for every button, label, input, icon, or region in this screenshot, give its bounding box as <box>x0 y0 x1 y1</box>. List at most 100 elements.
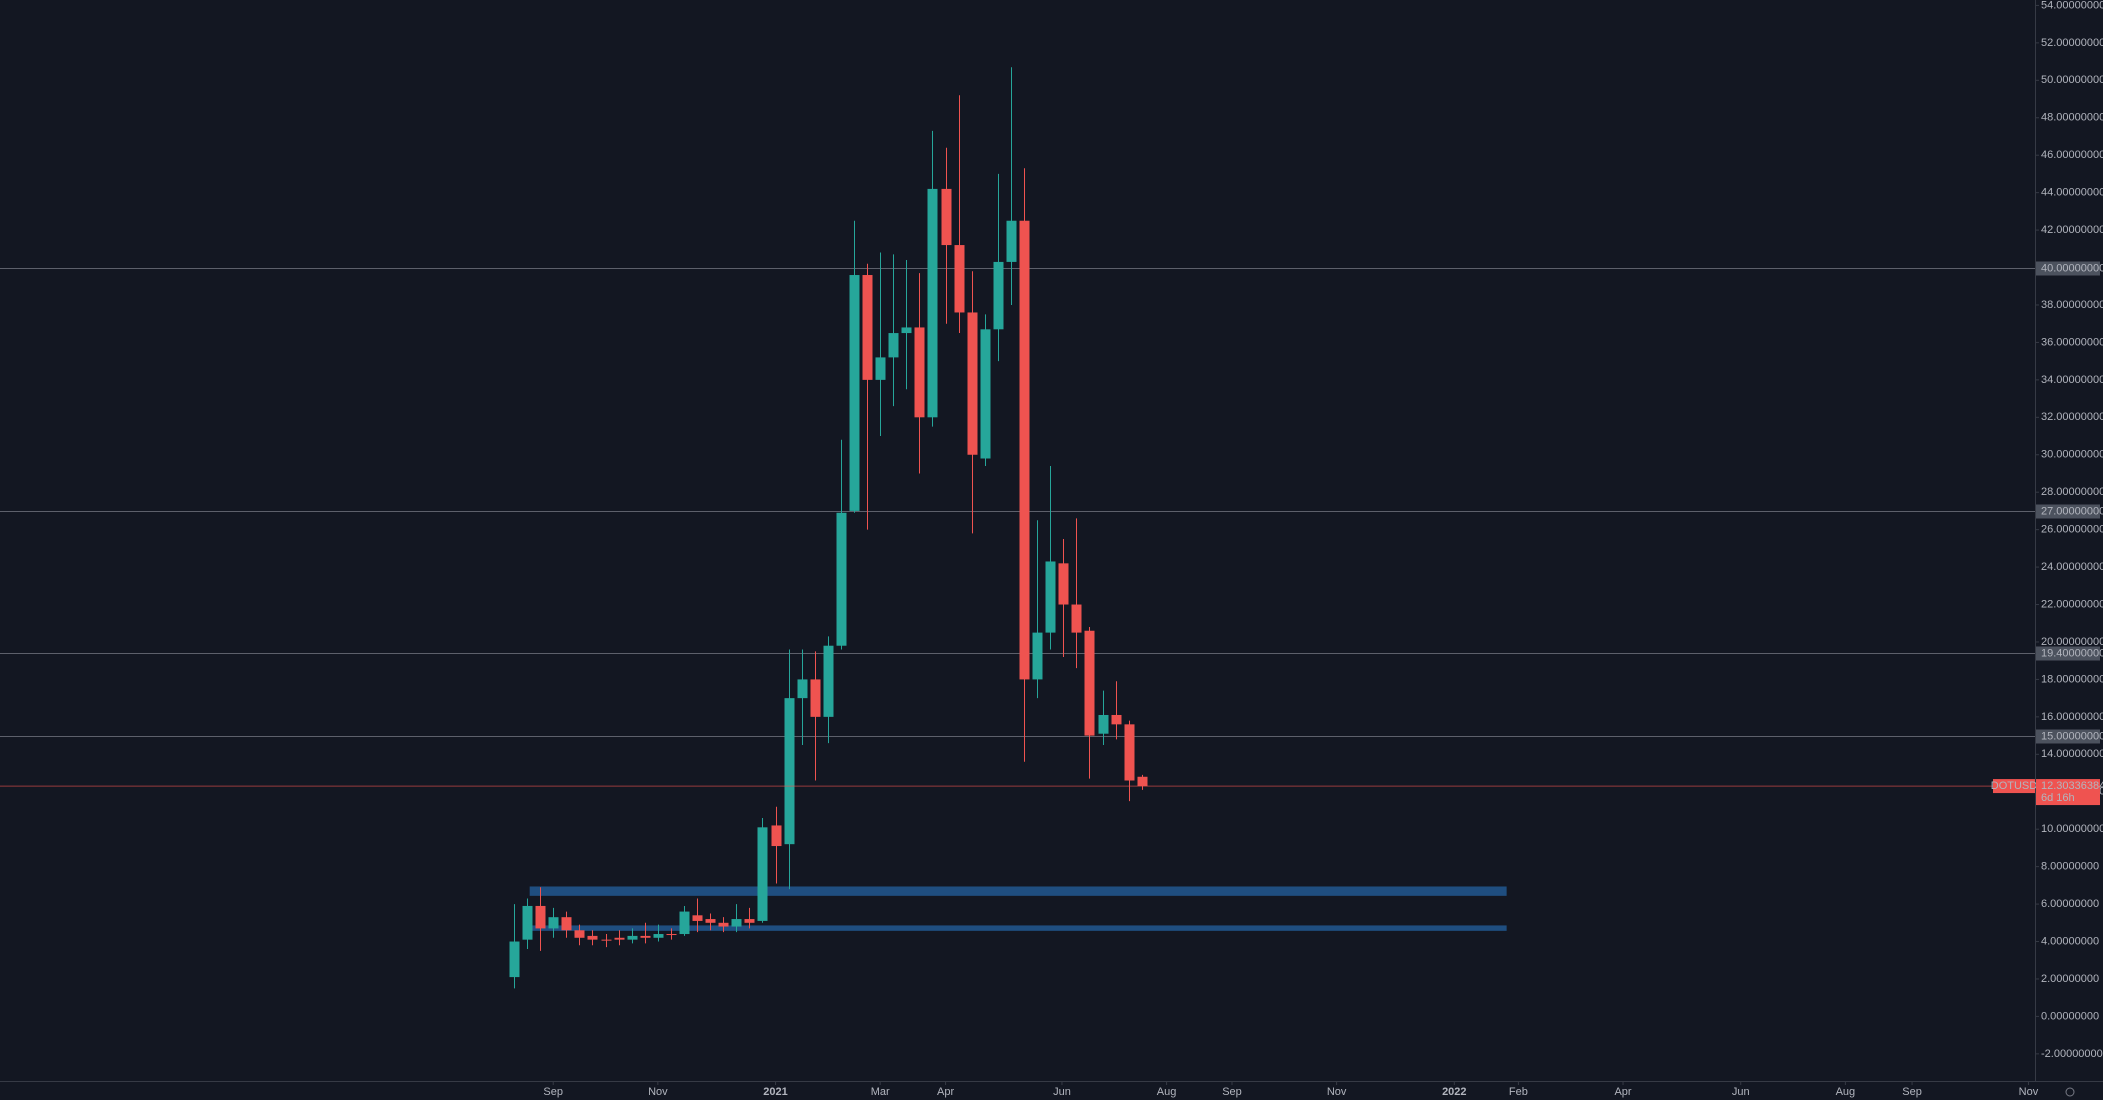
x-tick-label: Nov <box>2019 1086 2039 1098</box>
y-tick-label: 52.00000000 <box>2041 37 2103 49</box>
y-tick-label: 22.00000000 <box>2041 598 2103 610</box>
y-tick-label: 38.00000000 <box>2041 299 2103 311</box>
candle-body <box>535 905 546 929</box>
candle-body <box>771 825 782 847</box>
candle-body <box>561 917 572 931</box>
y-tick-label: 6.00000000 <box>2041 898 2099 910</box>
x-tick-label: Sep <box>1222 1086 1242 1098</box>
y-tick-label: 20.00000000 <box>2041 636 2103 648</box>
level-label-box <box>2036 261 2100 276</box>
candle-body <box>614 937 625 940</box>
candle-body <box>823 645 834 717</box>
candle-body <box>810 679 821 717</box>
countdown-label: 6d 16h <box>2041 792 2075 804</box>
candle-body <box>666 934 677 936</box>
y-tick-label: 54.00000000 <box>2041 0 2103 11</box>
y-tick-label: -2.00000000 <box>2041 1048 2103 1060</box>
candle-body <box>927 188 938 418</box>
candle-body <box>627 935 638 940</box>
candle-body <box>587 935 598 940</box>
candle-body <box>1111 714 1122 725</box>
zone <box>529 925 1507 931</box>
y-tick-label: 2.00000000 <box>2041 973 2099 985</box>
x-tick-label: Feb <box>1509 1086 1528 1098</box>
candle-body <box>1084 630 1095 736</box>
level-label: 19.40000000 <box>2041 647 2103 659</box>
x-tick-label: Apr <box>937 1086 954 1098</box>
candle-body <box>784 698 795 845</box>
candle-body <box>1098 714 1109 734</box>
y-tick-label: 10.00000000 <box>2041 823 2103 835</box>
candle-body <box>980 329 991 459</box>
level-label: 15.00000000 <box>2041 730 2103 742</box>
settings-icon[interactable] <box>2065 1087 2075 1097</box>
y-tick-label: 36.00000000 <box>2041 336 2103 348</box>
candle-body <box>1045 561 1056 633</box>
candle-body <box>901 327 912 334</box>
candle-body <box>1071 604 1082 633</box>
candle-body <box>1006 220 1017 262</box>
candle-body <box>705 919 716 923</box>
level-label-box <box>2036 504 2100 519</box>
candle-body <box>941 188 952 246</box>
candle-body <box>1137 776 1148 787</box>
y-tick-label: 18.00000000 <box>2041 673 2103 685</box>
x-tick-label: Sep <box>543 1086 563 1098</box>
symbol-box <box>1993 779 2035 794</box>
candle-body <box>718 922 729 927</box>
x-tick-label: Jun <box>1732 1086 1750 1098</box>
level-label: 27.00000000 <box>2041 505 2103 517</box>
candle-body <box>849 275 860 511</box>
candle-body <box>993 261 1004 330</box>
y-tick-label: 48.00000000 <box>2041 112 2103 124</box>
x-tick-label: Aug <box>1836 1086 1856 1098</box>
x-tick-label: Jun <box>1053 1086 1071 1098</box>
y-tick-label: 46.00000000 <box>2041 149 2103 161</box>
x-tick-label: Nov <box>1327 1086 1347 1098</box>
x-tick-label: 2021 <box>763 1086 787 1098</box>
x-tick-label: Aug <box>1157 1086 1177 1098</box>
candle-body <box>757 827 768 921</box>
candle-body <box>1058 563 1069 605</box>
zone <box>529 886 1507 896</box>
y-tick-label: 0.00000000 <box>2041 1010 2099 1022</box>
candle-body <box>954 245 965 313</box>
candle-body <box>692 915 703 921</box>
candle-body <box>744 919 755 923</box>
candle-body <box>862 275 873 380</box>
candle-body <box>574 930 585 938</box>
candle-body <box>914 327 925 418</box>
symbol-label: DOTUSD <box>1991 780 2038 792</box>
candle-body <box>653 934 664 938</box>
candle-body <box>1019 220 1030 680</box>
y-tick-label: 42.00000000 <box>2041 224 2103 236</box>
level-label-box <box>2036 646 2100 661</box>
x-tick-label: Mar <box>871 1086 890 1098</box>
y-tick-label: 24.00000000 <box>2041 561 2103 573</box>
candle-body <box>1032 632 1043 680</box>
y-tick-label: 28.00000000 <box>2041 486 2103 498</box>
x-tick-label: Sep <box>1902 1086 1922 1098</box>
y-tick-label: 50.00000000 <box>2041 74 2103 86</box>
x-tick-label: Nov <box>648 1086 668 1098</box>
candle-body <box>888 333 899 358</box>
y-tick-label: 8.00000000 <box>2041 861 2099 873</box>
y-tick-label: 14.00000000 <box>2041 748 2103 760</box>
y-tick-label: 44.00000000 <box>2041 187 2103 199</box>
y-tick-label: 26.00000000 <box>2041 524 2103 536</box>
candle-body <box>640 935 651 938</box>
candle-body <box>601 939 612 941</box>
candle-body <box>731 919 742 927</box>
y-tick-label: 16.00000000 <box>2041 711 2103 723</box>
x-tick-label: 2022 <box>1442 1086 1466 1098</box>
y-tick-label: 4.00000000 <box>2041 935 2099 947</box>
y-tick-label: 34.00000000 <box>2041 374 2103 386</box>
level-label-box <box>2036 729 2100 744</box>
candle-body <box>509 941 520 978</box>
y-tick-label: 30.00000000 <box>2041 449 2103 461</box>
candle-body <box>1124 724 1135 781</box>
price-box <box>2036 779 2100 806</box>
